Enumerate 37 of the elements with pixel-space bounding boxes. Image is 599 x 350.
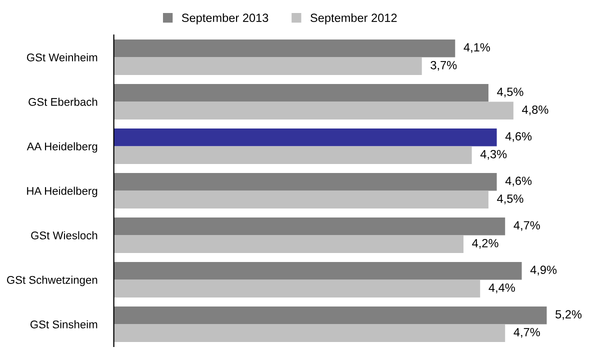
data-label: 4,9% [530, 266, 557, 276]
bar [114, 217, 506, 236]
y-tick-label: GSt Schwetzingen [6, 276, 98, 286]
data-label: 5,2% [556, 310, 582, 320]
data-label: 4,6% [505, 176, 532, 186]
data-label: 4,5% [497, 88, 524, 98]
bar [114, 102, 514, 120]
y-tick-label: GSt Wiesloch [31, 231, 98, 240]
data-label: 4,4% [488, 284, 515, 294]
y-tick-label: HA Heidelberg [27, 186, 98, 198]
bar [114, 306, 547, 324]
data-label: 3,7% [430, 60, 457, 71]
bar [114, 324, 506, 342]
y-tick-label: AA Heidelberg [26, 142, 98, 153]
data-label: 4,7% [514, 221, 540, 231]
bar [114, 84, 488, 102]
y-tick-label: GSt Sinsheim [30, 320, 98, 328]
bar [114, 172, 497, 191]
data-label: 4,6% [505, 132, 532, 142]
bar [114, 262, 522, 280]
data-label: 4,1% [464, 43, 490, 53]
data-label: 4,8% [522, 105, 548, 116]
y-tick-label: GSt Eberbach [28, 98, 98, 106]
legend-label: September 2013 [182, 13, 268, 24]
bar [114, 39, 456, 58]
bar [114, 235, 464, 254]
bar [114, 128, 497, 146]
data-label: 4,7% [514, 328, 540, 338]
bar [114, 57, 422, 76]
bar [114, 280, 480, 298]
legend-label: September 2012 [310, 13, 397, 24]
data-label: 4,3% [480, 150, 507, 160]
data-label: 4,5% [497, 194, 524, 204]
bar [114, 146, 472, 164]
bar [114, 190, 488, 209]
y-tick-label: GSt Weinheim [26, 53, 98, 62]
data-label: 4,2% [472, 238, 498, 249]
